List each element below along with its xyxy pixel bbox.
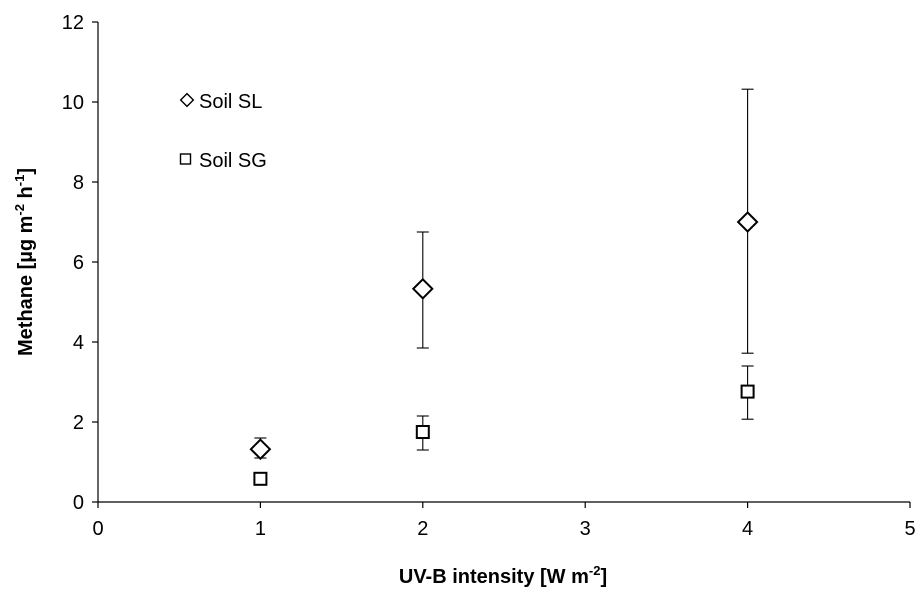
data-point-soil-sl [411, 277, 434, 300]
legend-label-soil-sl: Soil SL [199, 91, 262, 113]
x-tick-label: 5 [904, 518, 915, 540]
x-tick-label: 1 [255, 518, 266, 540]
x-tick-label: 4 [742, 518, 753, 540]
legend-item-soil-sl: Soil SL [179, 91, 262, 113]
x-axis-title: UV-B intensity [W m-2] [399, 563, 607, 588]
data-point-soil-sl [249, 438, 272, 461]
x-tick-label: 0 [92, 518, 103, 540]
y-tick-label: 2 [73, 412, 84, 434]
x-tick-label: 3 [580, 518, 591, 540]
data-point-soil-sg [415, 425, 430, 439]
legend-diamond-marker [179, 92, 195, 108]
y-axis-title: Methane [µg m-2 h-1] [12, 168, 37, 356]
x-tick-label: 2 [417, 518, 428, 540]
y-tick-label: 0 [73, 492, 84, 514]
x-axis-ticks: 0 1 2 3 4 5 [92, 502, 916, 540]
data-point-soil-sl [736, 211, 759, 233]
legend-square-marker [179, 153, 192, 165]
legend: Soil SL Soil SG [179, 91, 267, 172]
y-tick-label: 10 [62, 92, 84, 114]
data-point-soil-sg [740, 384, 755, 399]
data-point-soil-sg [253, 471, 268, 486]
y-tick-label: 4 [73, 332, 84, 354]
y-tick-label: 6 [73, 252, 84, 274]
y-axis-ticks: 0 2 4 6 8 10 12 [62, 12, 98, 514]
data-marks [249, 88, 759, 486]
y-tick-label: 8 [73, 172, 84, 194]
y-tick-label: 12 [62, 12, 84, 34]
legend-label-soil-sg: Soil SG [199, 150, 267, 172]
legend-item-soil-sg: Soil SG [179, 150, 267, 172]
